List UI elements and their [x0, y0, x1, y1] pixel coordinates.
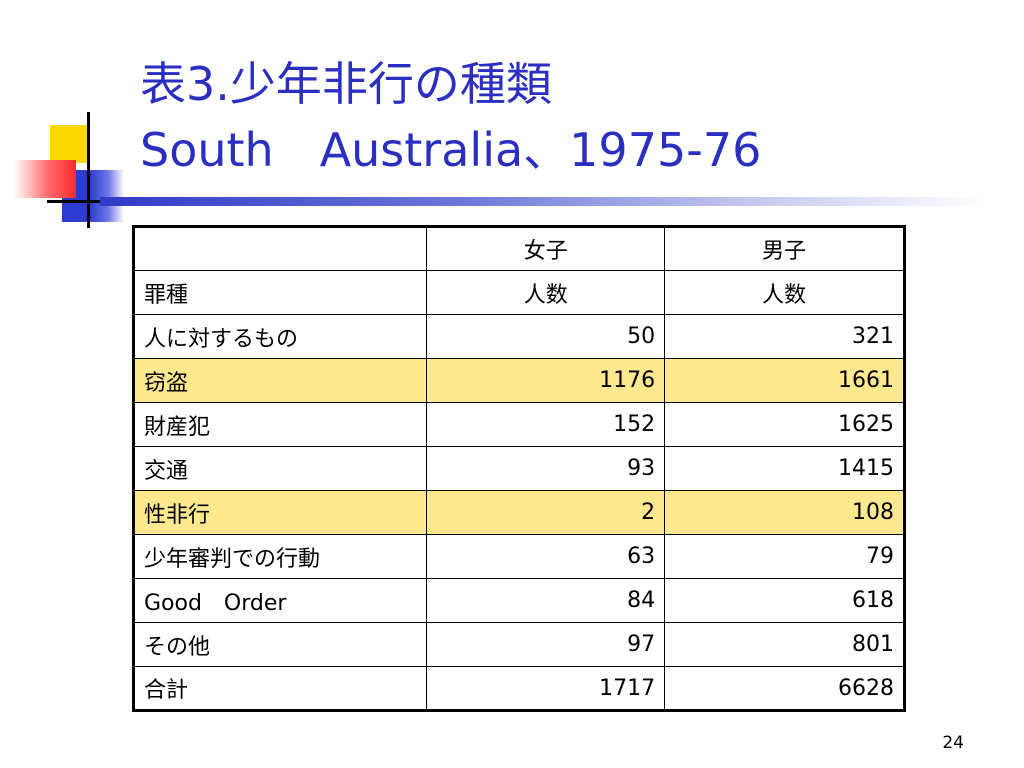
decor-red-square: [14, 160, 76, 198]
decor-yellow-square: [50, 125, 87, 163]
row-female-count: 2: [426, 490, 666, 535]
row-label: 交通: [132, 446, 428, 491]
table-row: 交通 93 1415: [132, 446, 905, 491]
slide-title-line-1: 表3.少年非行の種類: [140, 57, 552, 111]
row-label: 性非行: [132, 490, 428, 535]
row-male-count: 1661: [664, 358, 905, 403]
table-row: 性非行 2 108: [132, 490, 905, 535]
row-male-count: 801: [664, 622, 905, 667]
row-male-count: 79: [664, 534, 905, 579]
header-cell-crime-type: 罪種: [132, 270, 428, 315]
table-row: 窃盗 1176 1661: [132, 358, 905, 403]
row-label: 合計: [132, 666, 428, 711]
row-male-count: 108: [664, 490, 905, 535]
row-label: 人に対するもの: [132, 314, 428, 359]
slide-title: 表3.少年非行の種類 South Australia、1975-76: [140, 54, 761, 186]
row-female-count: 50: [426, 314, 666, 359]
row-male-count: 618: [664, 578, 905, 623]
row-female-count: 63: [426, 534, 666, 579]
decor-short-horizontal-line: [47, 200, 109, 203]
row-female-count: 152: [426, 402, 666, 447]
header-cell-female-count: 人数: [426, 270, 666, 315]
page-number: 24: [942, 733, 964, 753]
row-female-count: 1176: [426, 358, 666, 403]
header-cell-blank: [132, 226, 428, 271]
row-male-count: 321: [664, 314, 905, 359]
row-female-count: 93: [426, 446, 666, 491]
slide-title-line-2: South Australia、1975-76: [140, 123, 762, 177]
table-row: その他 97 801: [132, 622, 905, 667]
row-label: 少年審判での行動: [132, 534, 428, 579]
table-row: 人に対するもの 50 321: [132, 314, 905, 359]
header-cell-male-count: 人数: [664, 270, 905, 315]
table-row-total: 合計 1717 6628: [132, 666, 905, 711]
delinquency-table: 女子 男子 罪種 人数 人数 人に対するもの 50 321 窃盗 1176 16…: [132, 225, 906, 712]
row-label: 財産犯: [132, 402, 428, 447]
row-female-count: 97: [426, 622, 666, 667]
header-cell-female: 女子: [426, 226, 666, 271]
decor-vertical-line: [87, 112, 90, 228]
decor-title-underline-bar: [100, 197, 986, 206]
row-label: 窃盗: [132, 358, 428, 403]
row-male-count: 6628: [664, 666, 905, 711]
row-male-count: 1625: [664, 402, 905, 447]
row-male-count: 1415: [664, 446, 905, 491]
row-female-count: 84: [426, 578, 666, 623]
table-row: Good Order 84 618: [132, 578, 905, 623]
row-label: Good Order: [132, 578, 428, 623]
row-label: その他: [132, 622, 428, 667]
row-female-count: 1717: [426, 666, 666, 711]
header-cell-male: 男子: [664, 226, 905, 271]
table-header-row-2: 罪種 人数 人数: [132, 270, 905, 315]
table-row: 財産犯 152 1625: [132, 402, 905, 447]
table-row: 少年審判での行動 63 79: [132, 534, 905, 579]
table-header-row-1: 女子 男子: [132, 226, 905, 271]
